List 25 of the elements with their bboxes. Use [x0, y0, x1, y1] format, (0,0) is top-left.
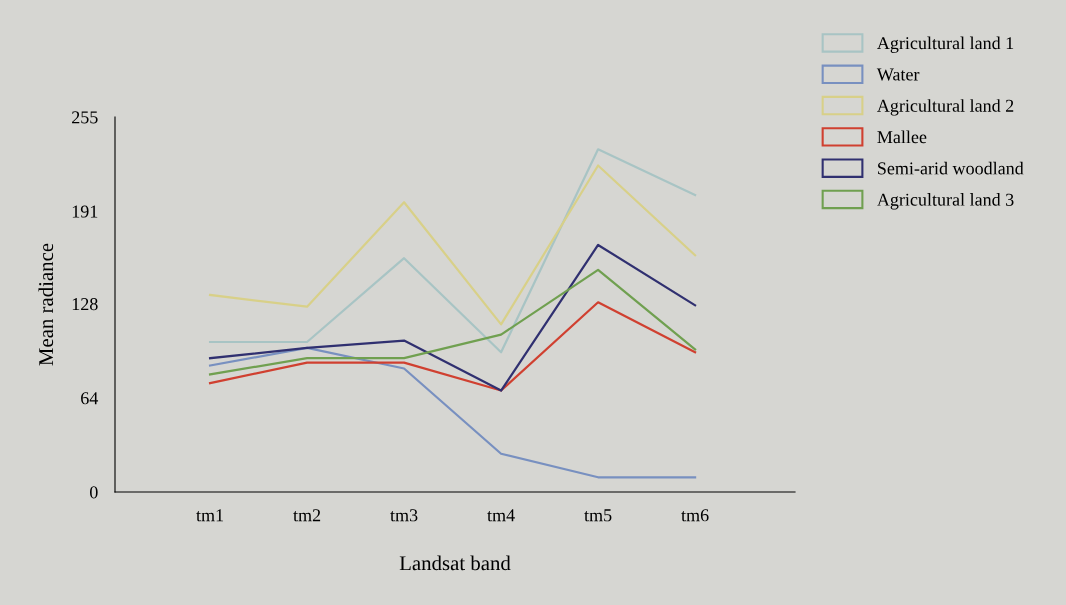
y-tick-label: 191 [72, 205, 98, 218]
line-series [208, 243, 697, 392]
y-tick-label: 64 [81, 392, 99, 405]
y-tick-label: 255 [72, 111, 98, 124]
x-tick-label: tm1 [196, 509, 224, 522]
y-axis-title: Mean radiance [38, 243, 54, 366]
legend-label: Water [876, 68, 920, 81]
legend-label: Agricultural land 1 [877, 36, 1014, 53]
x-tick-label: tm6 [681, 509, 709, 522]
legend-label: Semi-arid woodland [878, 161, 1024, 175]
line-series [208, 268, 697, 376]
legend-label: Mallee [877, 130, 927, 144]
line-series [208, 148, 697, 354]
x-axis-title: Landsat band [399, 555, 511, 571]
x-tick-label: tm2 [293, 509, 321, 522]
legend-label: Agricultural land 3 [877, 193, 1014, 210]
line-series [208, 346, 697, 479]
x-tick-label: tm4 [487, 509, 515, 522]
legend-label: Agricultural land 2 [877, 99, 1014, 116]
y-tick-label: 0 [89, 486, 98, 499]
line-series [208, 164, 697, 326]
line-series [208, 301, 697, 392]
x-tick-label: tm3 [390, 509, 418, 522]
x-tick-label: tm5 [584, 509, 612, 522]
y-tick-label: 128 [72, 298, 98, 311]
